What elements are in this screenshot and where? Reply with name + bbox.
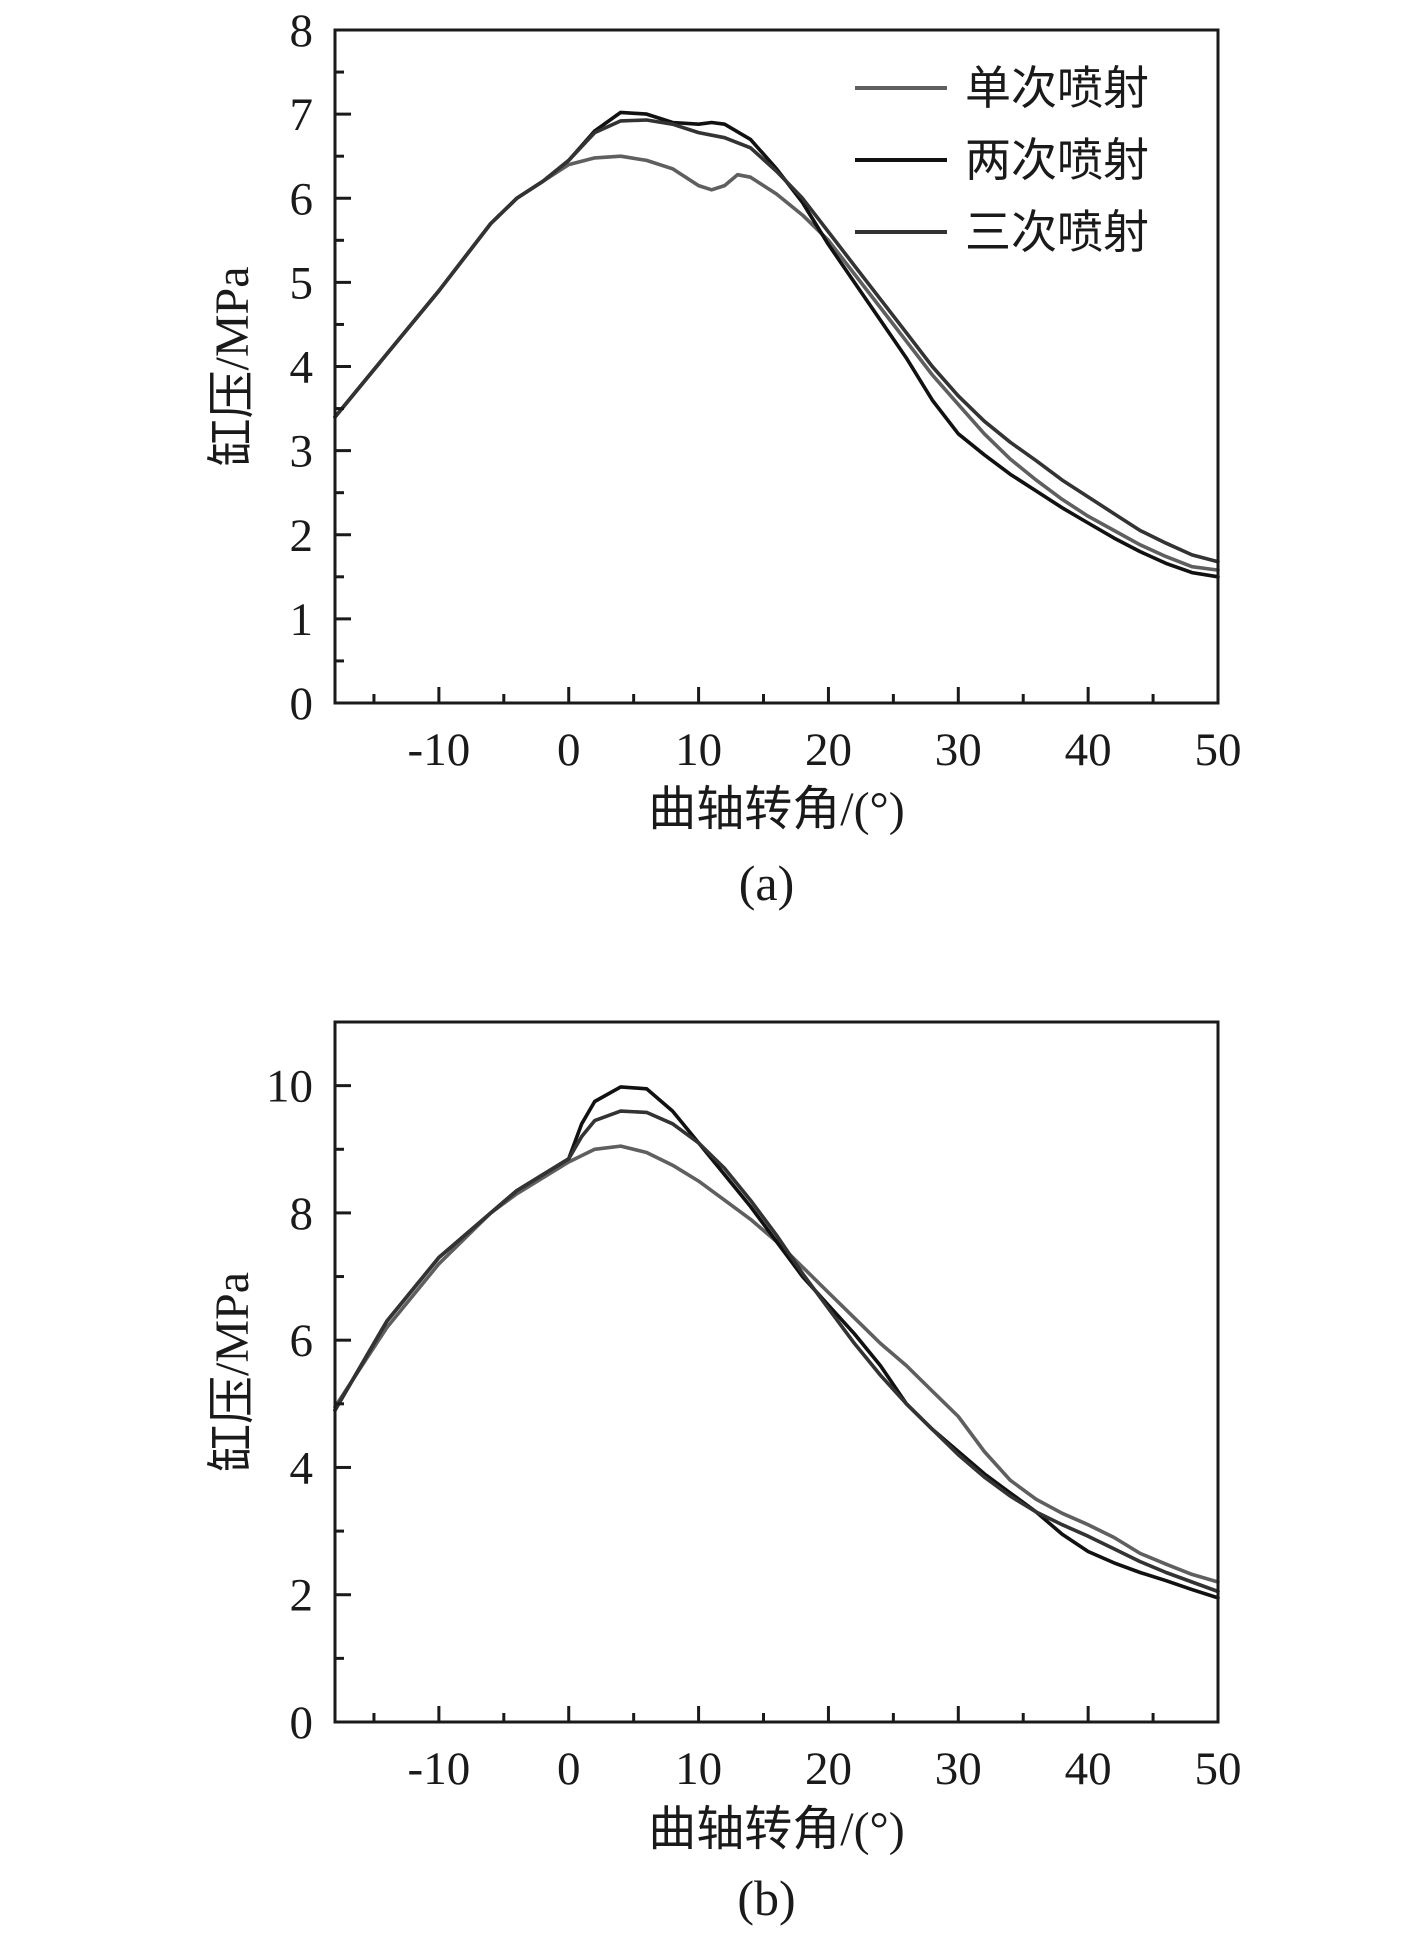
y-tick-label: 1 xyxy=(290,594,314,646)
y-axis-label: 缸压/MPa xyxy=(206,266,259,466)
legend-entry-label: 三次喷射 xyxy=(965,207,1149,258)
y-tick-label: 4 xyxy=(290,1442,314,1494)
series-line-3 xyxy=(333,1109,1220,1594)
chart-panel-a: -10 0 10 20 30 40 50 0 1 2 3 4 5 6 7 8 曲轴转角/(°) 缸压/MPa (a)… xyxy=(206,5,1242,911)
x-tick-label: 40 xyxy=(1065,1743,1112,1795)
series-line-3 xyxy=(333,118,1220,564)
x-axis-label: 曲轴转角/(°) xyxy=(648,783,905,836)
chart-panel-b: -10 0 10 20 30 40 50 0 2 4 6 8 10 曲轴转角/(°) 缸压/MPa (b) xyxy=(206,1020,1242,1926)
y-tick-label: 8 xyxy=(290,1188,314,1240)
y-tick-label: 2 xyxy=(290,510,314,562)
y-tick-label: 5 xyxy=(290,257,314,309)
x-tick-label: 10 xyxy=(675,1743,722,1795)
x-tick-label: 20 xyxy=(805,724,852,776)
y-tick-label: 6 xyxy=(290,1315,314,1367)
series-line-1 xyxy=(333,1144,1220,1584)
x-axis-label: 曲轴转角/(°) xyxy=(648,1803,905,1856)
y-tick-label: 8 xyxy=(290,5,314,57)
y-axis-label: 缸压/MPa xyxy=(206,1272,259,1472)
x-tick-label: 20 xyxy=(805,1743,852,1795)
panel-label: (b) xyxy=(737,1870,795,1926)
x-tick-label: 0 xyxy=(557,1743,581,1795)
legend-entry-label: 单次喷射 xyxy=(965,63,1149,114)
plot-frame xyxy=(333,1020,1220,1724)
y-tick-label: 3 xyxy=(290,426,314,478)
x-tick-label: 30 xyxy=(935,1743,982,1795)
y-tick-label: 10 xyxy=(266,1061,313,1113)
y-tick-label: 6 xyxy=(290,173,314,225)
x-tick-label: 0 xyxy=(557,724,581,776)
y-tick-label: 2 xyxy=(290,1570,314,1622)
x-tick-label: 50 xyxy=(1195,1743,1242,1795)
y-tick-label: 0 xyxy=(290,678,314,730)
legend-entry-label: 两次喷射 xyxy=(965,135,1149,186)
series-line-2 xyxy=(333,1085,1220,1600)
plot-frame xyxy=(333,28,1220,705)
y-tick-label: 7 xyxy=(290,89,314,141)
x-tick-label: 30 xyxy=(935,724,982,776)
y-tick-label: 4 xyxy=(290,342,314,394)
y-tick-label: 0 xyxy=(290,1697,314,1749)
x-tick-label: -10 xyxy=(408,724,471,776)
x-tick-label: 50 xyxy=(1195,724,1242,776)
panel-label: (a) xyxy=(739,855,795,911)
x-tick-label: 10 xyxy=(675,724,722,776)
x-tick-label: -10 xyxy=(408,1743,471,1795)
x-tick-label: 40 xyxy=(1065,724,1112,776)
